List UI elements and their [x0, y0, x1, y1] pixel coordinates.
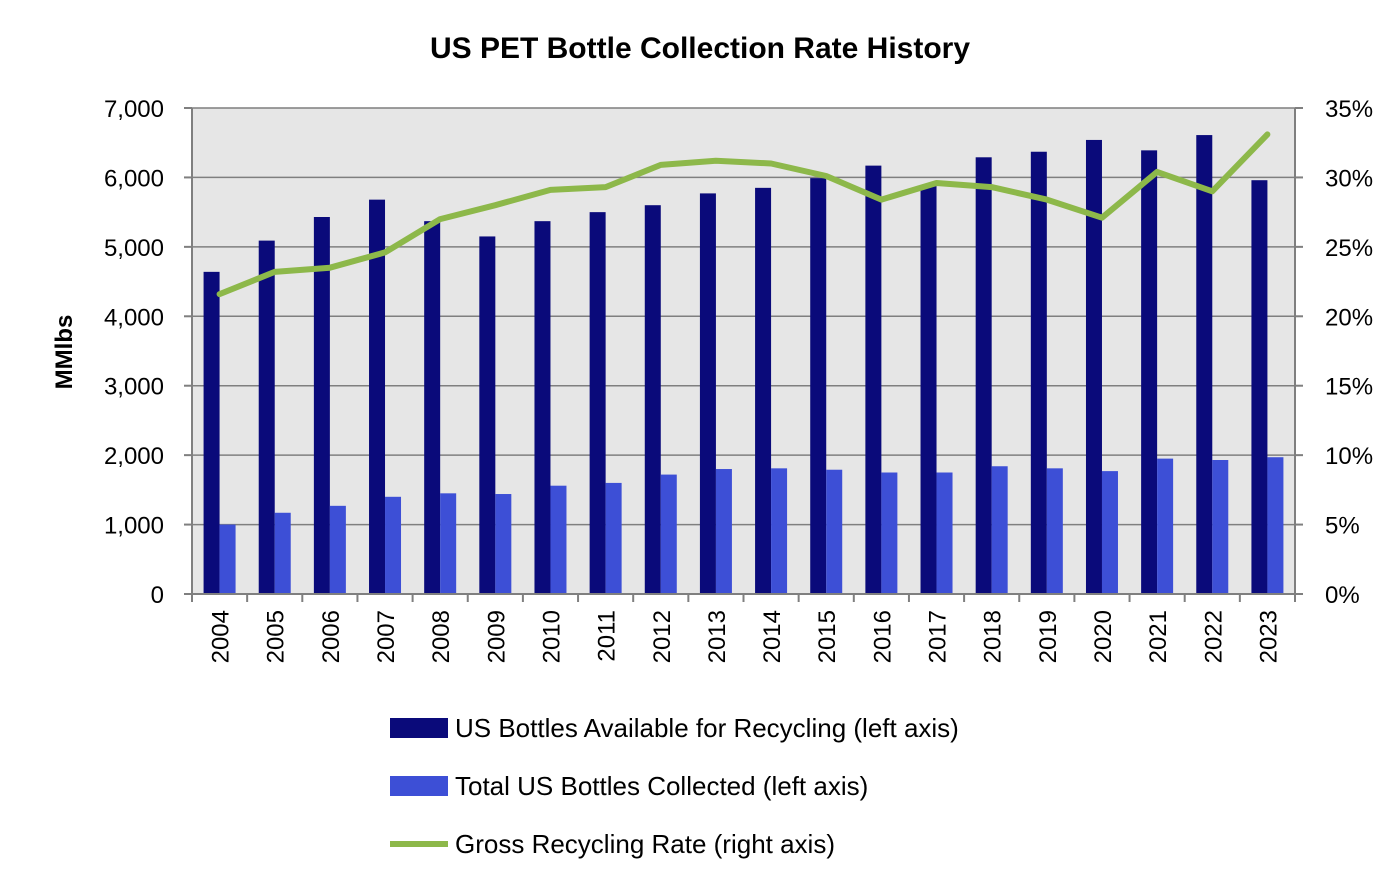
bar-collected-2012	[660, 474, 677, 594]
legend-label-2: Gross Recycling Rate (right axis)	[455, 829, 835, 859]
x-tick-label: 2011	[594, 610, 621, 662]
bar-available-2020	[1085, 139, 1102, 595]
legend-label-0: US Bottles Available for Recycling (left…	[455, 713, 959, 743]
bar-collected-2015	[826, 469, 843, 594]
x-tick-label: 2016	[869, 610, 896, 663]
available-bars-series	[203, 135, 1268, 595]
bar-collected-2022	[1212, 460, 1229, 594]
rate-line-series	[216, 131, 1271, 298]
x-tick-label: 2008	[428, 610, 455, 663]
bar-available-2014	[755, 187, 772, 595]
bar-collected-2023	[1267, 457, 1284, 594]
collected-bars-series	[219, 457, 1284, 594]
bar-available-2011	[589, 212, 606, 594]
y2-tick-label: 15%	[1325, 374, 1373, 401]
bar-collected-2004	[219, 524, 236, 594]
bar-collected-2007	[385, 496, 402, 594]
x-tick-label: 2006	[318, 610, 345, 663]
legend-swatch-0	[390, 718, 448, 738]
bar-available-2008	[424, 221, 441, 594]
x-tick-label: 2015	[814, 610, 841, 663]
y-tick-label: 5,000	[104, 235, 164, 262]
bar-available-2012	[644, 205, 661, 594]
legend: US Bottles Available for Recycling (left…	[390, 713, 959, 859]
bar-collected-2013	[715, 469, 732, 594]
x-tick-label: 2005	[263, 610, 290, 663]
y2-tick-label: 25%	[1325, 235, 1373, 262]
bar-available-2004	[203, 271, 220, 594]
x-tick-label: 2021	[1145, 610, 1172, 663]
x-tick-label: 2022	[1200, 610, 1227, 663]
bar-collected-2009	[495, 494, 512, 594]
x-tick-label: 2014	[759, 610, 786, 663]
x-tick-label: 2023	[1255, 610, 1282, 663]
legend-swatch-1	[390, 776, 448, 796]
y-tick-label: 4,000	[104, 304, 164, 331]
y2-tick-label: 5%	[1325, 513, 1360, 540]
y2-tick-label: 20%	[1325, 304, 1373, 331]
y-tick-label: 3,000	[104, 374, 164, 401]
bar-available-2016	[865, 165, 882, 594]
rate-line	[216, 131, 1271, 298]
bar-collected-2005	[274, 512, 291, 594]
legend-label-1: Total US Bottles Collected (left axis)	[455, 771, 868, 801]
y2-tick-label: 10%	[1325, 443, 1373, 470]
y2-tick-label: 35%	[1325, 96, 1373, 123]
bar-collected-2019	[1046, 468, 1063, 594]
bar-available-2023	[1251, 180, 1268, 594]
bar-available-2005	[258, 240, 275, 594]
x-tick-label: 2009	[483, 610, 510, 663]
bar-available-2009	[479, 236, 496, 594]
bar-available-2019	[1030, 151, 1047, 595]
bar-collected-2014	[771, 468, 788, 594]
bar-available-2021	[1141, 150, 1158, 594]
chart-title: US PET Bottle Collection Rate History	[430, 32, 970, 65]
bar-available-2015	[810, 178, 827, 594]
bar-available-2007	[369, 199, 386, 594]
bar-collected-2008	[440, 493, 457, 594]
y-tick-label: 7,000	[104, 96, 164, 123]
x-tick-label: 2010	[539, 610, 566, 663]
plot-area	[192, 107, 1295, 594]
x-tick-label: 2018	[980, 610, 1007, 663]
bar-collected-2020	[1101, 471, 1118, 594]
x-tick-label: 2019	[1035, 610, 1062, 663]
y-axis-title: MMlbs	[51, 315, 78, 390]
bar-available-2017	[920, 185, 937, 594]
bar-collected-2010	[550, 485, 567, 594]
x-tick-label: 2007	[373, 610, 400, 663]
x-tick-label: 2012	[649, 610, 676, 663]
y2-tick-label: 30%	[1325, 165, 1373, 192]
plot-background	[192, 108, 1295, 594]
x-tick-label: 2017	[925, 610, 952, 663]
x-tick-label: 2004	[208, 610, 235, 663]
bar-collected-2018	[991, 466, 1008, 594]
bar-available-2010	[534, 221, 551, 594]
y-tick-label: 2,000	[104, 443, 164, 470]
y-tick-label: 6,000	[104, 165, 164, 192]
axes: 0 0% 1,000 5% 2,000 10% 3,000 15% 4,000 20% 5,000 2…	[104, 96, 1373, 663]
bar-available-2018	[975, 157, 992, 594]
bar-collected-2006	[329, 505, 346, 594]
y-tick-label: 0	[151, 582, 164, 609]
bar-collected-2017	[936, 472, 953, 594]
y-tick-label: 1,000	[104, 513, 164, 540]
bar-available-2022	[1196, 135, 1213, 594]
x-tick-label: 2013	[704, 610, 731, 663]
x-tick-label: 2020	[1090, 610, 1117, 663]
bar-available-2013	[699, 193, 716, 594]
bar-collected-2011	[605, 482, 622, 594]
bar-collected-2016	[881, 472, 898, 594]
bar-collected-2021	[1157, 458, 1174, 594]
y2-tick-label: 0%	[1325, 582, 1360, 609]
bar-available-2006	[313, 217, 330, 594]
